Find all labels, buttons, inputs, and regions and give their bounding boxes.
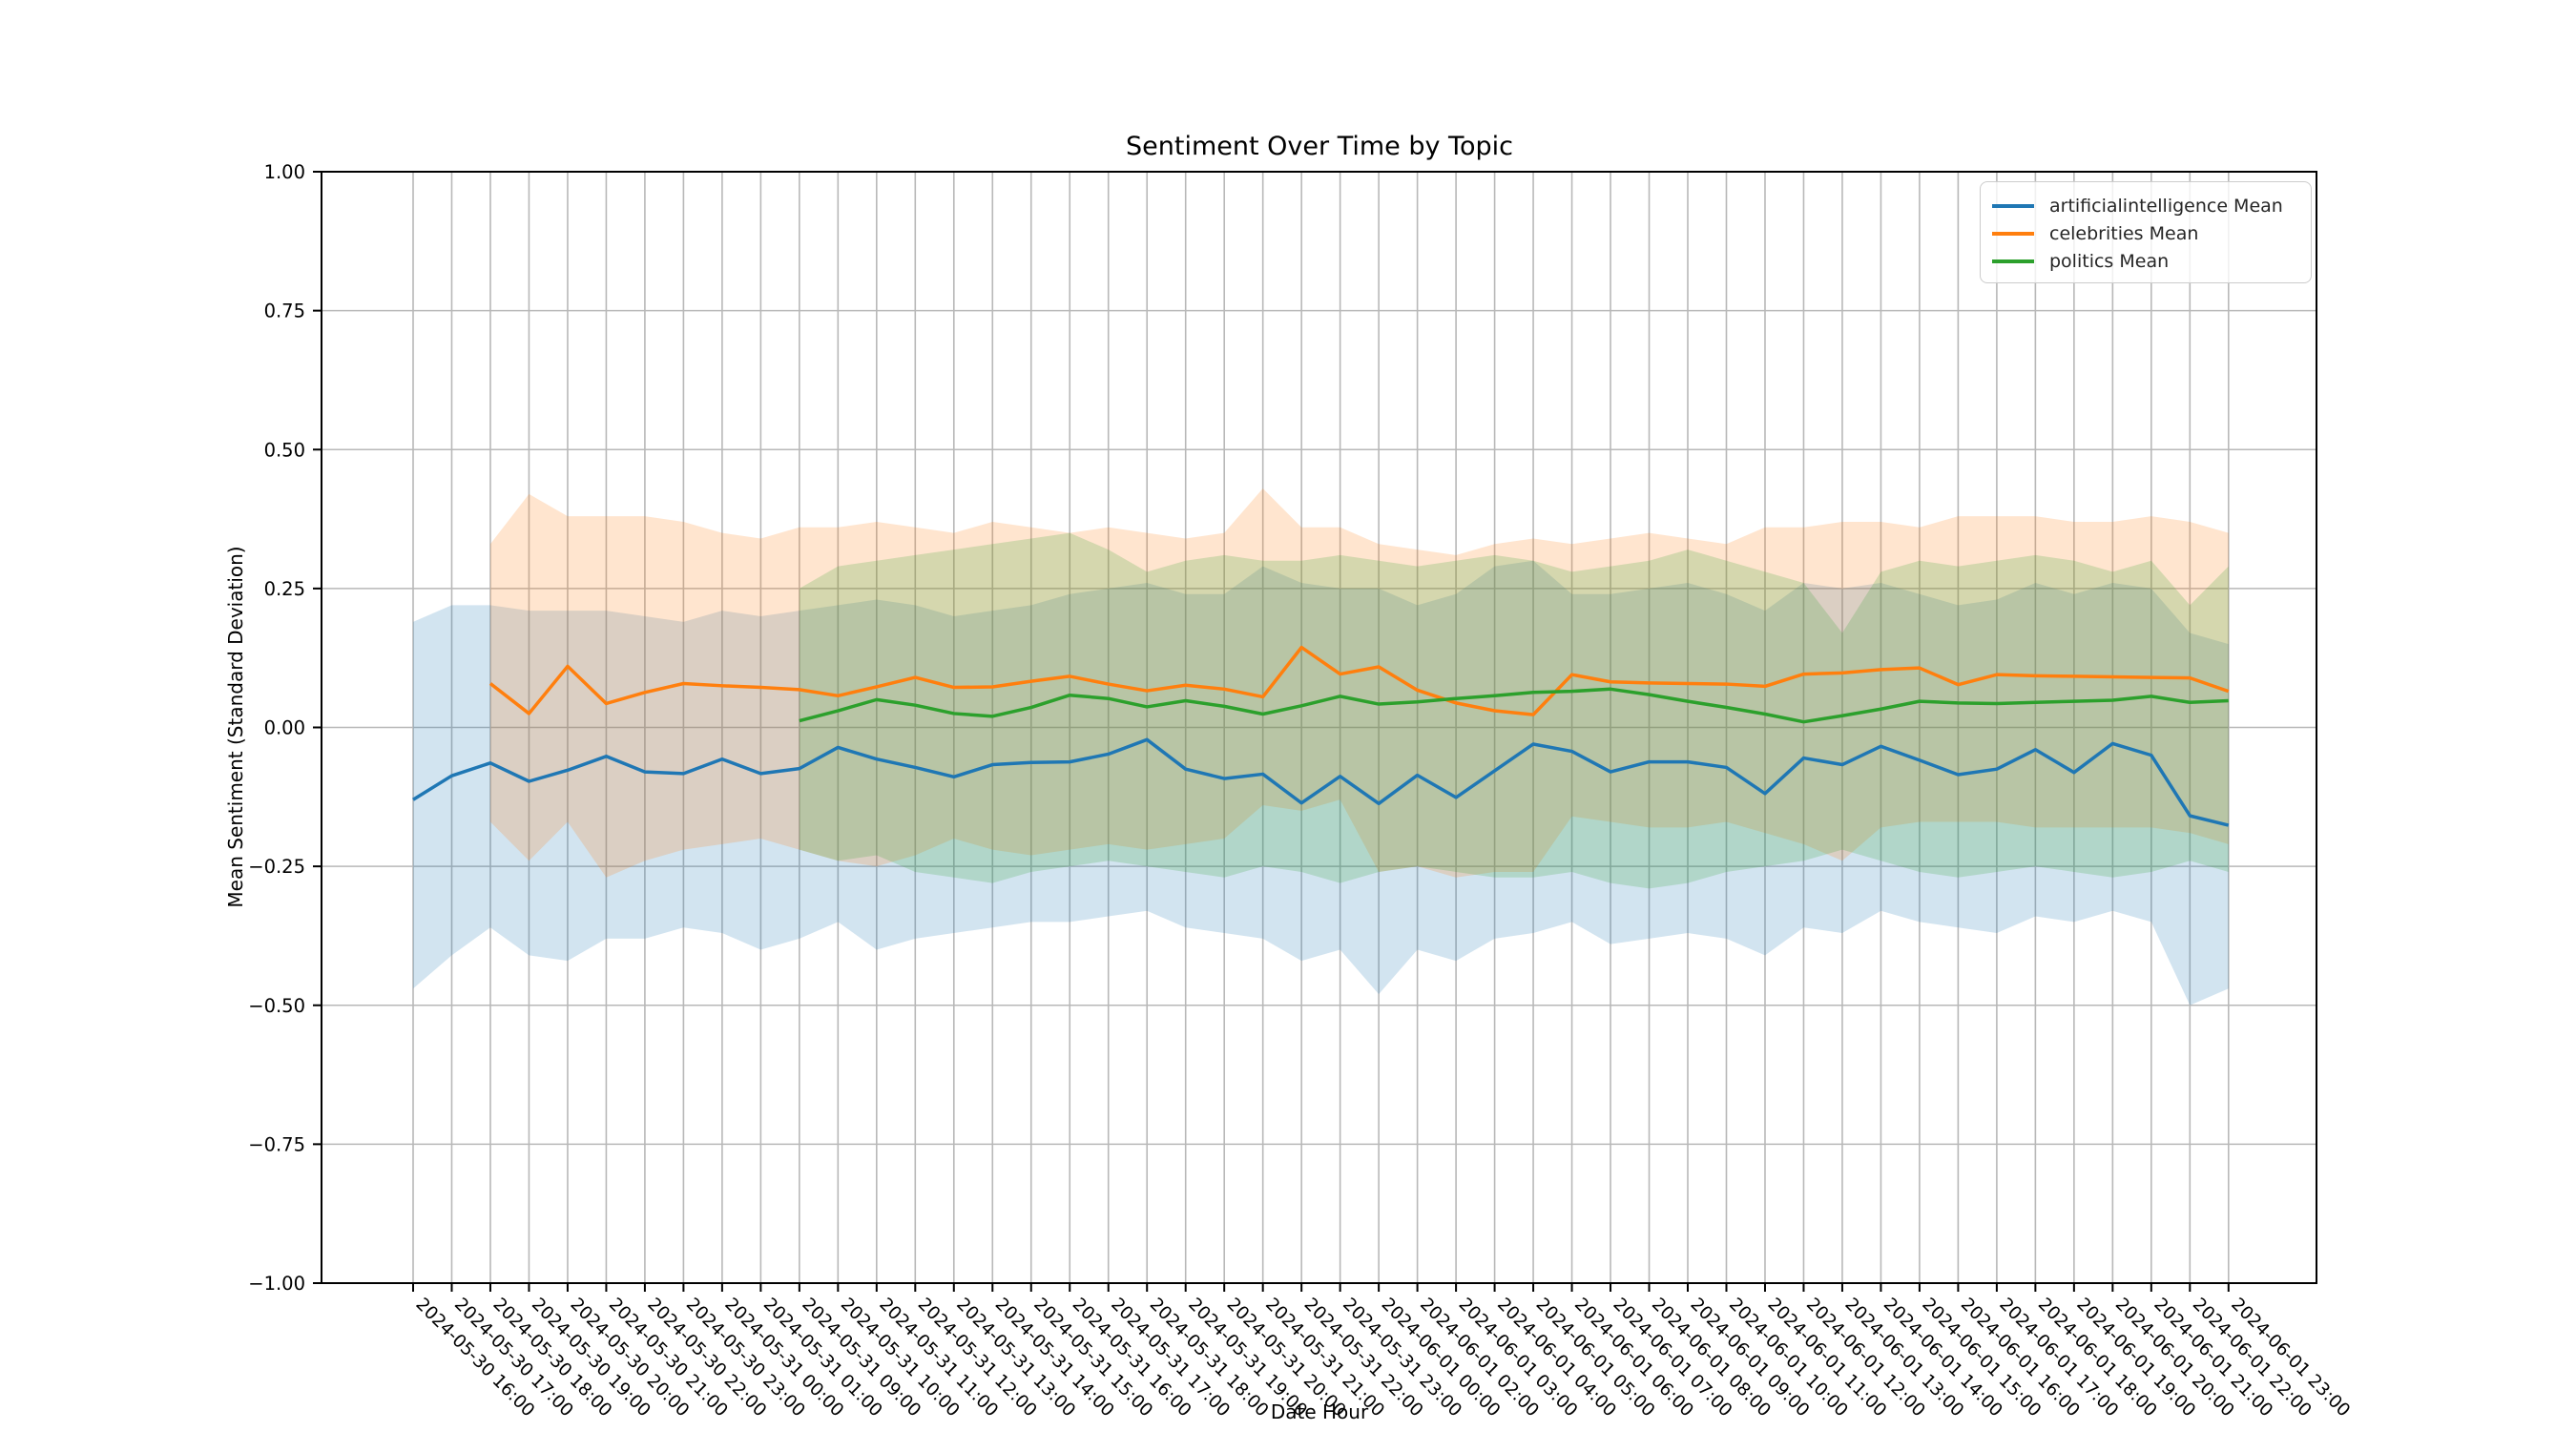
tick-marks — [313, 171, 2230, 1292]
chart-title: Sentiment Over Time by Topic — [1126, 132, 1513, 161]
y-tick-label: 0.50 — [264, 439, 305, 461]
legend: artificialintelligence Mean celebrities … — [1980, 181, 2312, 283]
mean-line-1 — [488, 645, 2230, 716]
legend-item-politics: politics Mean — [1992, 247, 2297, 275]
grid-lines — [322, 171, 2316, 1284]
legend-line-swatch-orange — [1992, 231, 2034, 236]
y-tick-labels: 1.00 0.75 0.50 0.25 0.00 −0.25 −0.50 −0.75 −1.00 — [248, 161, 305, 1295]
y-tick-label: −1.00 — [248, 1273, 305, 1295]
mean-line-2 — [799, 687, 2229, 724]
y-tick-label: 0.00 — [264, 717, 305, 739]
y-tick-label: −0.25 — [248, 856, 305, 878]
y-tick-label: 1.00 — [264, 161, 305, 183]
legend-line-swatch-green — [1992, 259, 2034, 263]
legend-label: politics Mean — [2049, 250, 2170, 272]
std-band-1 — [489, 488, 2229, 878]
x-axis-label: Date Hour — [1270, 1400, 1369, 1423]
legend-line-swatch-blue — [1992, 203, 2034, 208]
y-tick-label: −0.75 — [248, 1133, 305, 1155]
y-tick-label: 0.25 — [264, 578, 305, 600]
legend-label: artificialintelligence Mean — [2049, 195, 2283, 217]
y-tick-label: 0.75 — [264, 301, 305, 322]
mean-line-0 — [412, 737, 2230, 827]
std-band-0 — [413, 560, 2229, 1006]
legend-item-artificialintelligence: artificialintelligence Mean — [1992, 192, 2297, 219]
legend-label: celebrities Mean — [2049, 222, 2199, 244]
std-band-2 — [799, 532, 2229, 889]
y-axis-label: Mean Sentiment (Standard Deviation) — [224, 546, 247, 908]
legend-item-celebrities: celebrities Mean — [1992, 219, 2297, 247]
y-tick-label: −0.50 — [248, 995, 305, 1017]
